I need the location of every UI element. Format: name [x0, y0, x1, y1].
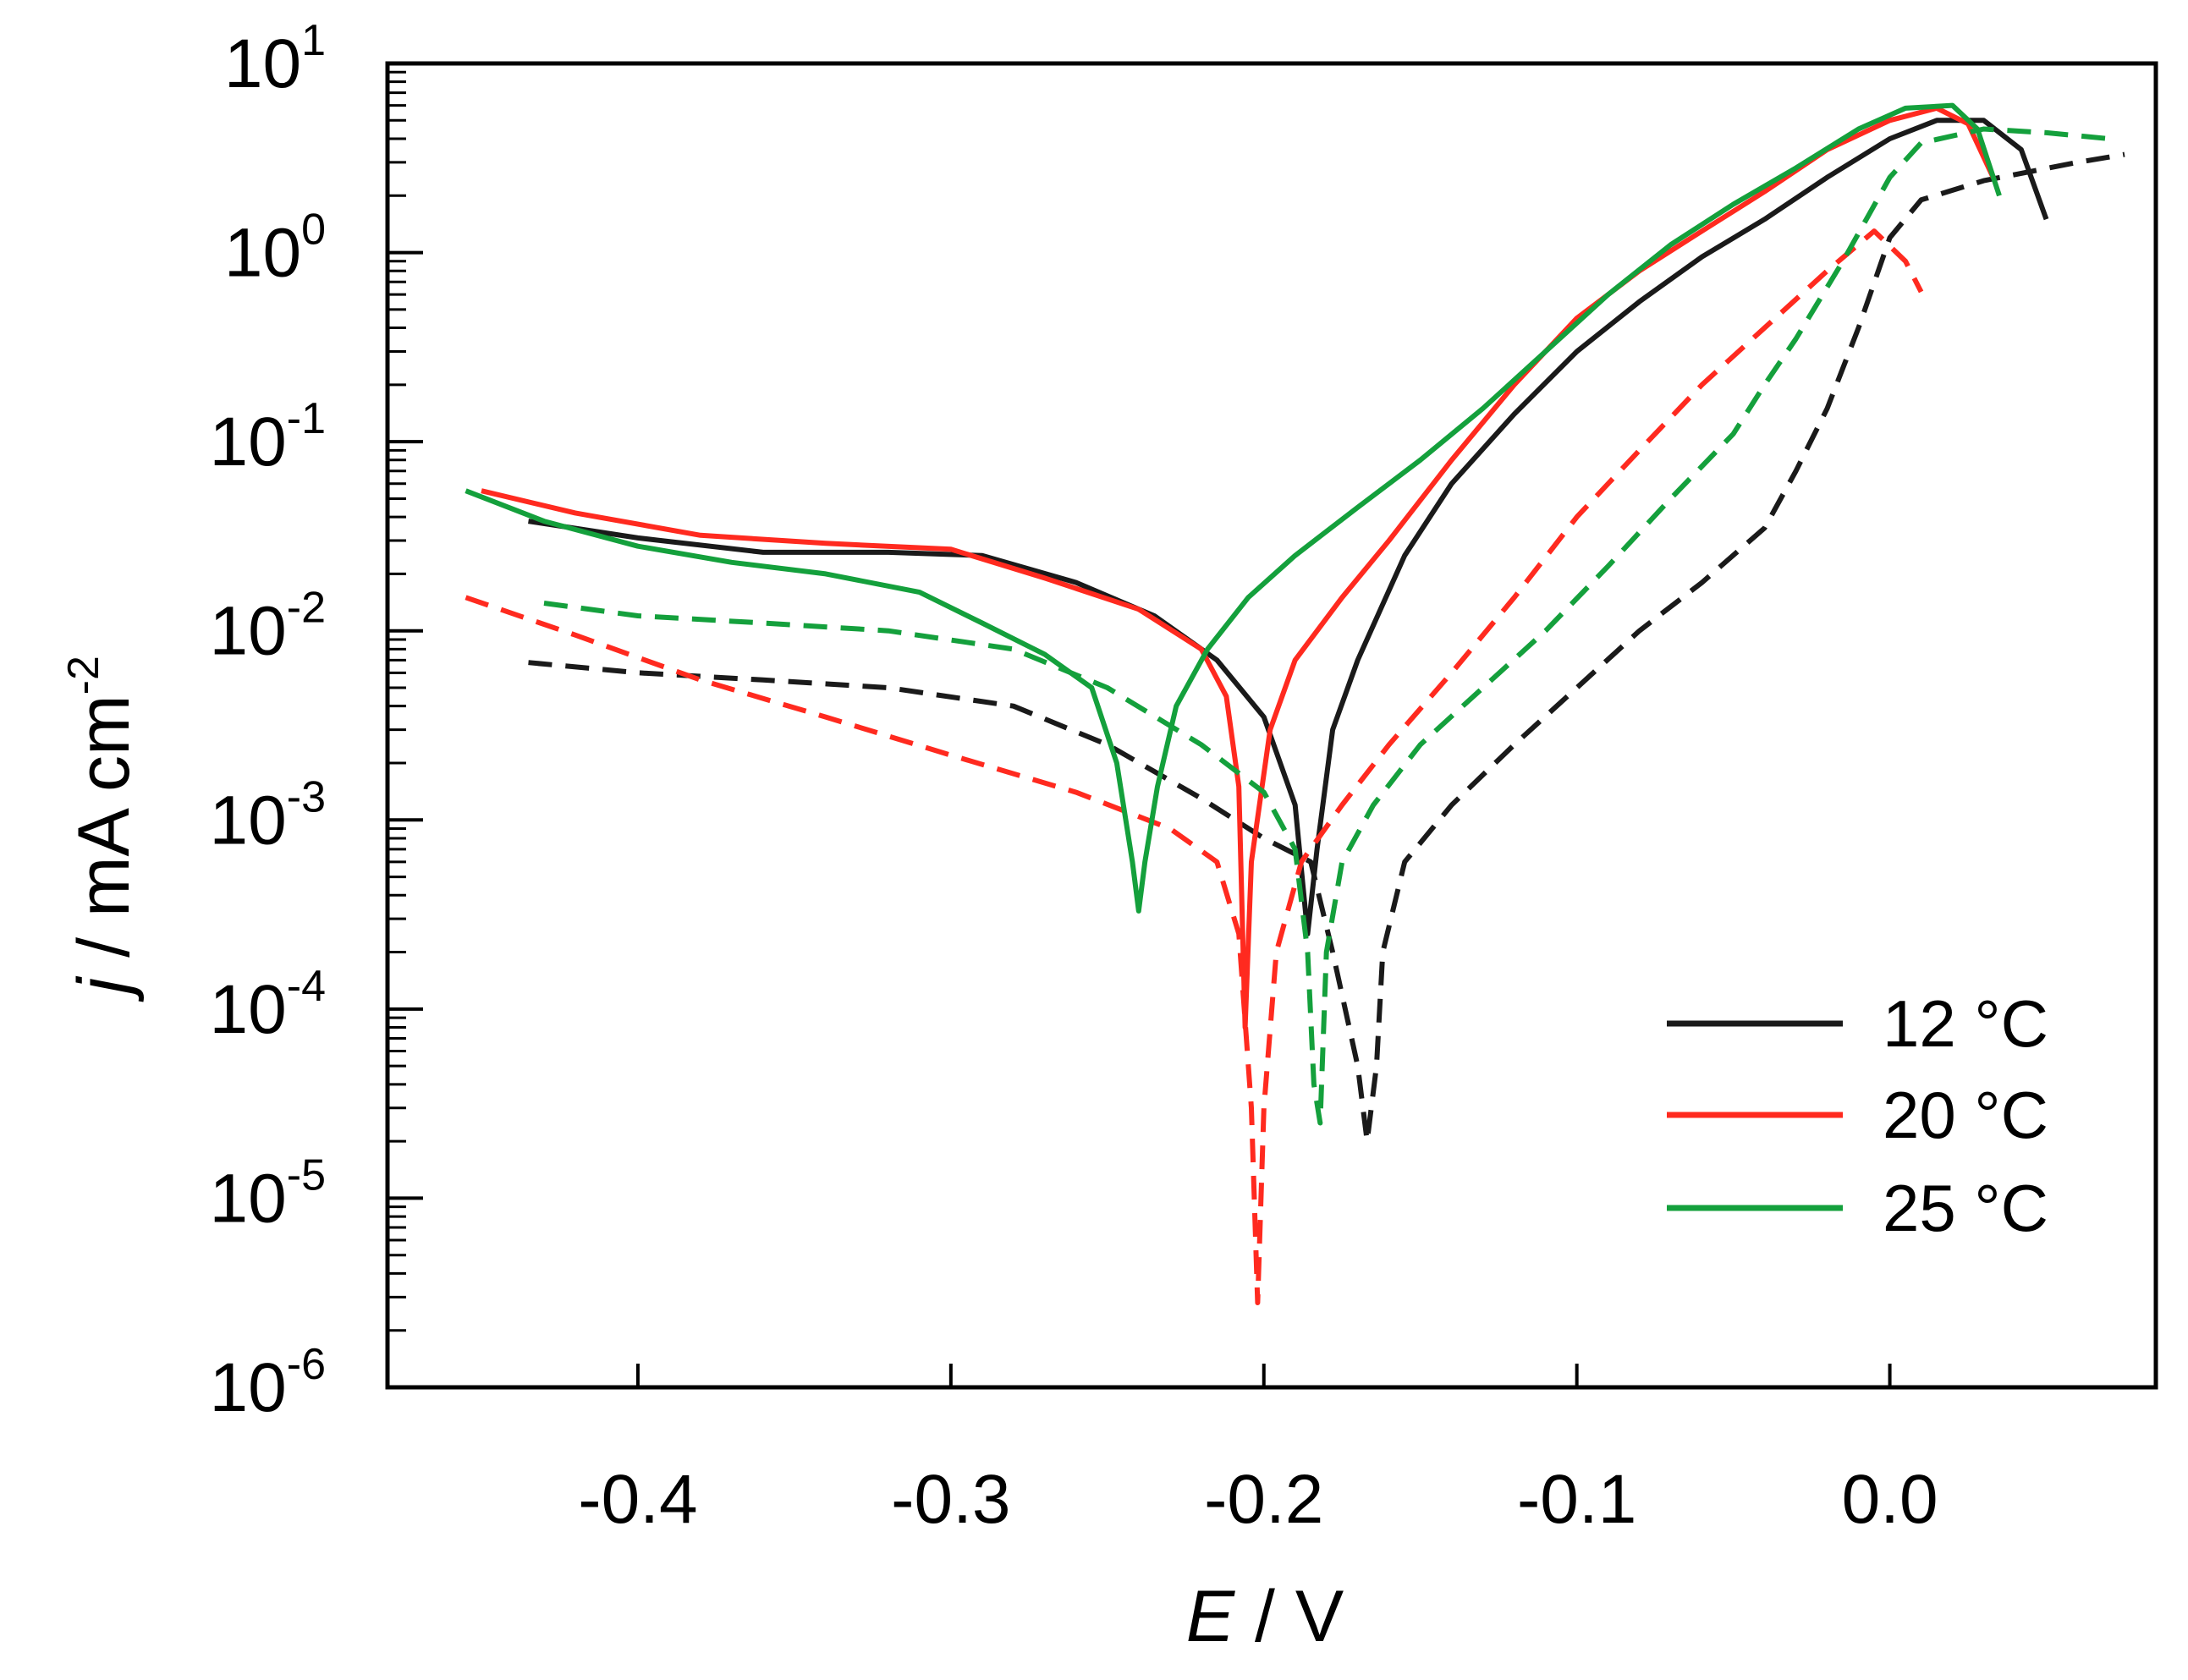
legend: 12 °C 20 °C 25 °C: [1667, 986, 2048, 1245]
x-tick-label: -0.2: [1204, 1461, 1323, 1538]
y-axis-title: j / mA cm-2: [59, 656, 145, 1002]
series-layer: [465, 102, 2125, 1305]
y-tick-base: 10: [210, 593, 287, 670]
x-ticks: -0.4 -0.3 -0.2 -0.1 0.0: [578, 1364, 1938, 1538]
x-axis-unit: / V: [1234, 1576, 1344, 1657]
y-tick-label: 10-4: [210, 962, 326, 1048]
y-axis-unit-exp: -2: [59, 656, 108, 695]
series-line: [465, 102, 2002, 914]
y-tick-base: 10: [224, 215, 301, 292]
y-tick-label: 10-2: [210, 584, 326, 670]
y-tick-label: 100: [224, 206, 326, 292]
y-tick-base: 10: [224, 25, 301, 102]
y-tick-label: 10-1: [210, 394, 326, 480]
series-line: [528, 118, 2049, 936]
x-tick-label: -0.4: [578, 1461, 697, 1538]
series-line: [465, 228, 1924, 1305]
x-tick-label: -0.1: [1517, 1461, 1636, 1538]
y-tick-base: 10: [210, 782, 287, 859]
y-tick-exponent: -2: [287, 584, 326, 633]
legend-label: 20 °C: [1883, 1078, 2048, 1152]
series-line: [481, 105, 1996, 1030]
legend-label: 12 °C: [1883, 986, 2048, 1061]
x-tick-label: 0.0: [1842, 1461, 1938, 1538]
y-axis-var: j: [63, 975, 145, 1002]
y-tick-exponent: 0: [301, 206, 326, 255]
x-axis-var: E: [1186, 1576, 1236, 1657]
y-tick-label: 101: [224, 16, 326, 102]
y-tick-exponent: 1: [301, 16, 326, 65]
series-line: [543, 126, 2109, 1126]
y-tick-base: 10: [210, 1160, 287, 1237]
y-tick-exponent: -6: [287, 1340, 326, 1389]
x-tick-label: -0.3: [891, 1461, 1010, 1538]
y-tick-exponent: -4: [287, 962, 326, 1011]
y-tick-exponent: -5: [287, 1150, 326, 1200]
legend-label: 25 °C: [1883, 1171, 2048, 1245]
y-tick-base: 10: [210, 1349, 287, 1426]
plot-frame: [385, 61, 2158, 1390]
series-line: [528, 151, 2125, 1145]
y-tick-base: 10: [210, 971, 287, 1048]
y-tick-base: 10: [210, 404, 287, 480]
y-tick-label: 10-6: [210, 1340, 326, 1426]
y-minor-ticks: [388, 70, 406, 1332]
y-tick-exponent: -1: [287, 394, 326, 443]
y-axis-unit: / mA cm: [63, 695, 145, 977]
x-axis-title: E / V: [1186, 1576, 1344, 1657]
y-tick-exponent: -3: [287, 772, 326, 821]
y-tick-label: 10-3: [210, 772, 326, 859]
y-tick-label: 10-5: [210, 1150, 326, 1237]
